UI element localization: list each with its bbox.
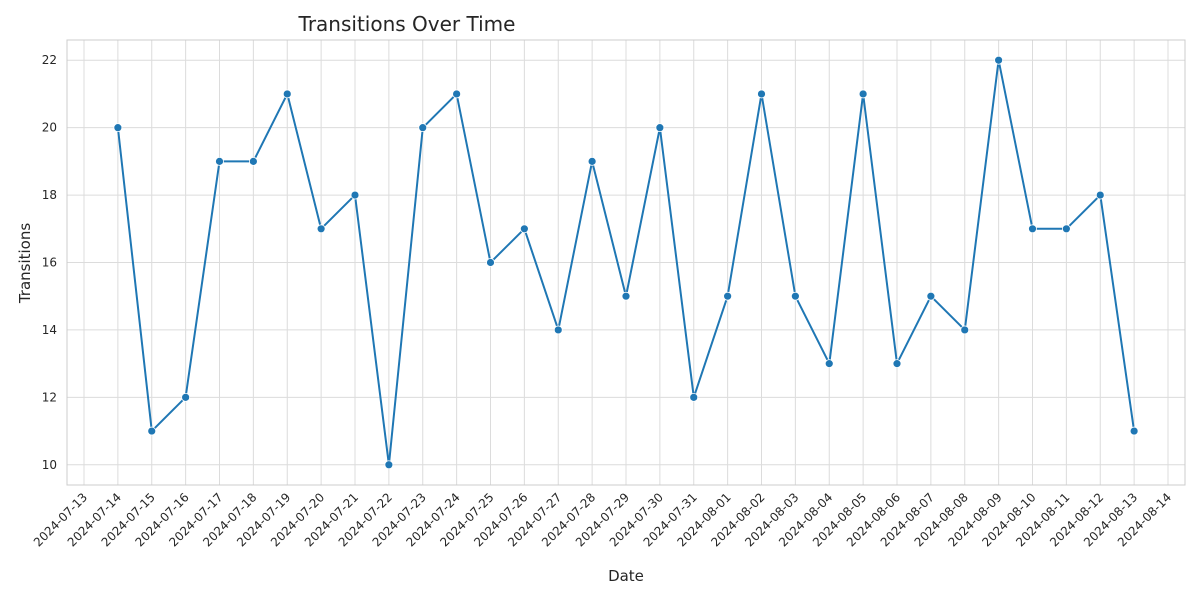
y-axis-title: Transitions — [16, 223, 34, 305]
data-point — [113, 123, 123, 133]
data-point — [350, 190, 360, 200]
y-tick-label: 20 — [42, 121, 57, 135]
data-point — [621, 291, 631, 301]
plot-frame — [66, 39, 1186, 486]
data-point — [994, 55, 1004, 65]
data-point — [486, 258, 495, 267]
data-point — [689, 392, 699, 402]
y-tick-label: 12 — [42, 390, 57, 404]
data-point — [1095, 190, 1105, 200]
data-point — [215, 156, 224, 166]
x-axis-title: Date — [608, 567, 644, 585]
chart-title: Transitions Over Time — [298, 12, 516, 36]
data-point — [316, 224, 326, 234]
y-tick-labels: 10 12 14 16 18 20 22 — [42, 53, 57, 472]
data-point — [181, 392, 191, 402]
data-point — [858, 89, 868, 99]
data-point — [248, 156, 258, 166]
data-point — [452, 89, 462, 99]
data-point — [147, 426, 157, 436]
data-point — [418, 123, 428, 133]
data-point — [757, 89, 766, 99]
data-point — [960, 325, 970, 335]
y-tick-label: 22 — [42, 53, 57, 67]
data-point — [282, 89, 292, 99]
grid-lines — [67, 40, 1185, 485]
y-tick-label: 18 — [42, 188, 57, 202]
data-point — [384, 460, 394, 470]
data-point — [892, 359, 902, 369]
y-tick-label: 14 — [42, 323, 57, 337]
data-point — [655, 123, 665, 133]
data-point — [824, 359, 834, 369]
data-point — [723, 291, 733, 301]
y-tick-label: 10 — [42, 458, 57, 472]
data-point — [553, 325, 563, 335]
data-point — [519, 224, 529, 234]
data-point — [926, 291, 936, 301]
series-points — [113, 55, 1139, 470]
y-tick-label: 16 — [42, 256, 57, 270]
data-point — [790, 291, 800, 301]
data-point — [1129, 426, 1139, 436]
data-point — [587, 156, 597, 166]
data-point — [1028, 224, 1037, 234]
data-point — [1061, 224, 1071, 234]
